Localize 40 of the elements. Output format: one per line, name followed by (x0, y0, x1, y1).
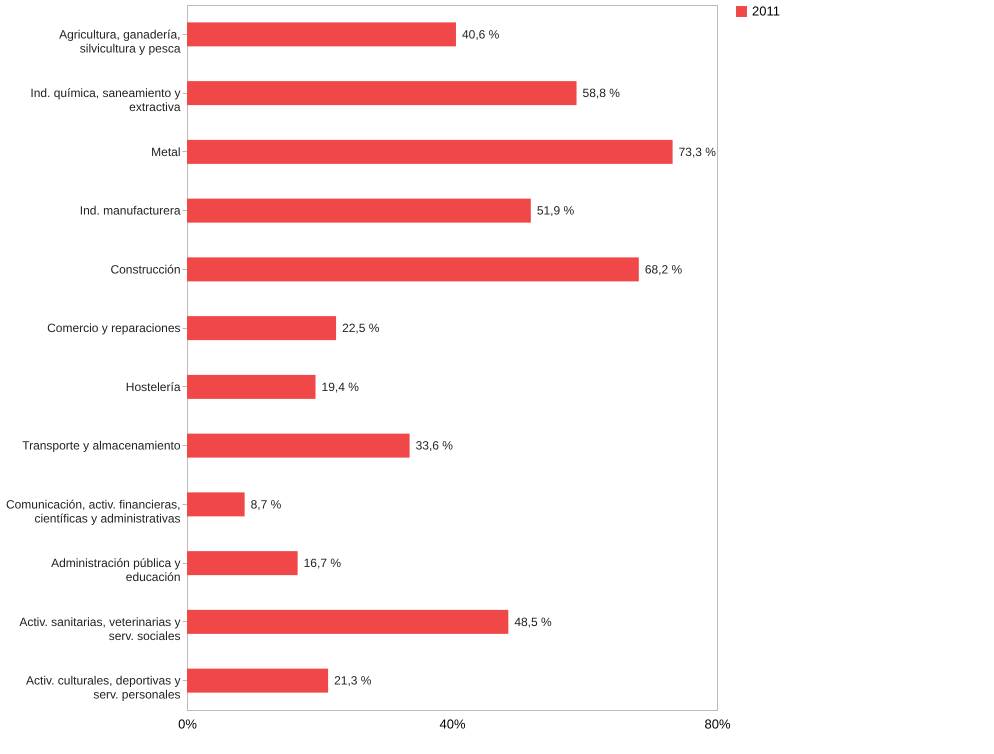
y-tick-label: Comunicación, activ. financieras, científicas y administrativas (6, 497, 180, 526)
bar (187, 492, 245, 516)
bar (187, 140, 673, 164)
data-label: 21,3 % (334, 674, 372, 688)
bar (187, 198, 531, 223)
bar (187, 81, 577, 106)
data-label: 22,5 % (342, 321, 380, 336)
y-tick-label: Ind. química, saneamiento y extractiva (30, 86, 181, 114)
legend-label: 2011 (752, 4, 780, 18)
y-tick-label: Activ. sanitarias, veterinarias y serv. sociales (19, 614, 180, 643)
data-label: 73,3 % (678, 144, 716, 159)
bar (187, 316, 336, 340)
data-label: 33,6 % (416, 438, 454, 453)
x-tick-label: 80% (704, 716, 731, 732)
y-tick-label: Activ. culturales, deportivas y serv. personales (26, 674, 180, 702)
bar (187, 668, 328, 693)
data-label: 51,9 % (536, 204, 575, 218)
y-tick-label: Ind. manufacturera (80, 204, 181, 218)
data-label: 40,6 % (462, 27, 500, 42)
y-tick-label: Comercio y reparaciones (47, 321, 180, 336)
y-tick-label: Agricultura, ganadería, silvicultura y pesca (59, 27, 181, 56)
data-label: 16,7 % (304, 556, 342, 570)
bar (187, 434, 410, 458)
data-label: 8,7 % (250, 497, 282, 512)
data-label: 48,5 % (514, 614, 552, 629)
y-tick-label: Administración pública y educación (51, 556, 180, 584)
y-tick-label: Transporte y almacenamiento (22, 438, 181, 453)
bar (187, 22, 456, 46)
y-tick-label: Hostelería (126, 380, 181, 394)
y-tick-label: Construcción (110, 262, 180, 276)
data-label: 68,2 % (644, 262, 683, 276)
data-label: 58,8 % (582, 86, 620, 100)
x-tick-label: 40% (439, 716, 466, 732)
bar (187, 610, 508, 634)
bar (187, 551, 298, 576)
bar (187, 257, 639, 282)
y-tick-label: Metal (151, 144, 180, 159)
x-tick-label: 0% (178, 716, 198, 732)
bar (187, 374, 316, 399)
data-label: 19,4 % (322, 380, 360, 394)
